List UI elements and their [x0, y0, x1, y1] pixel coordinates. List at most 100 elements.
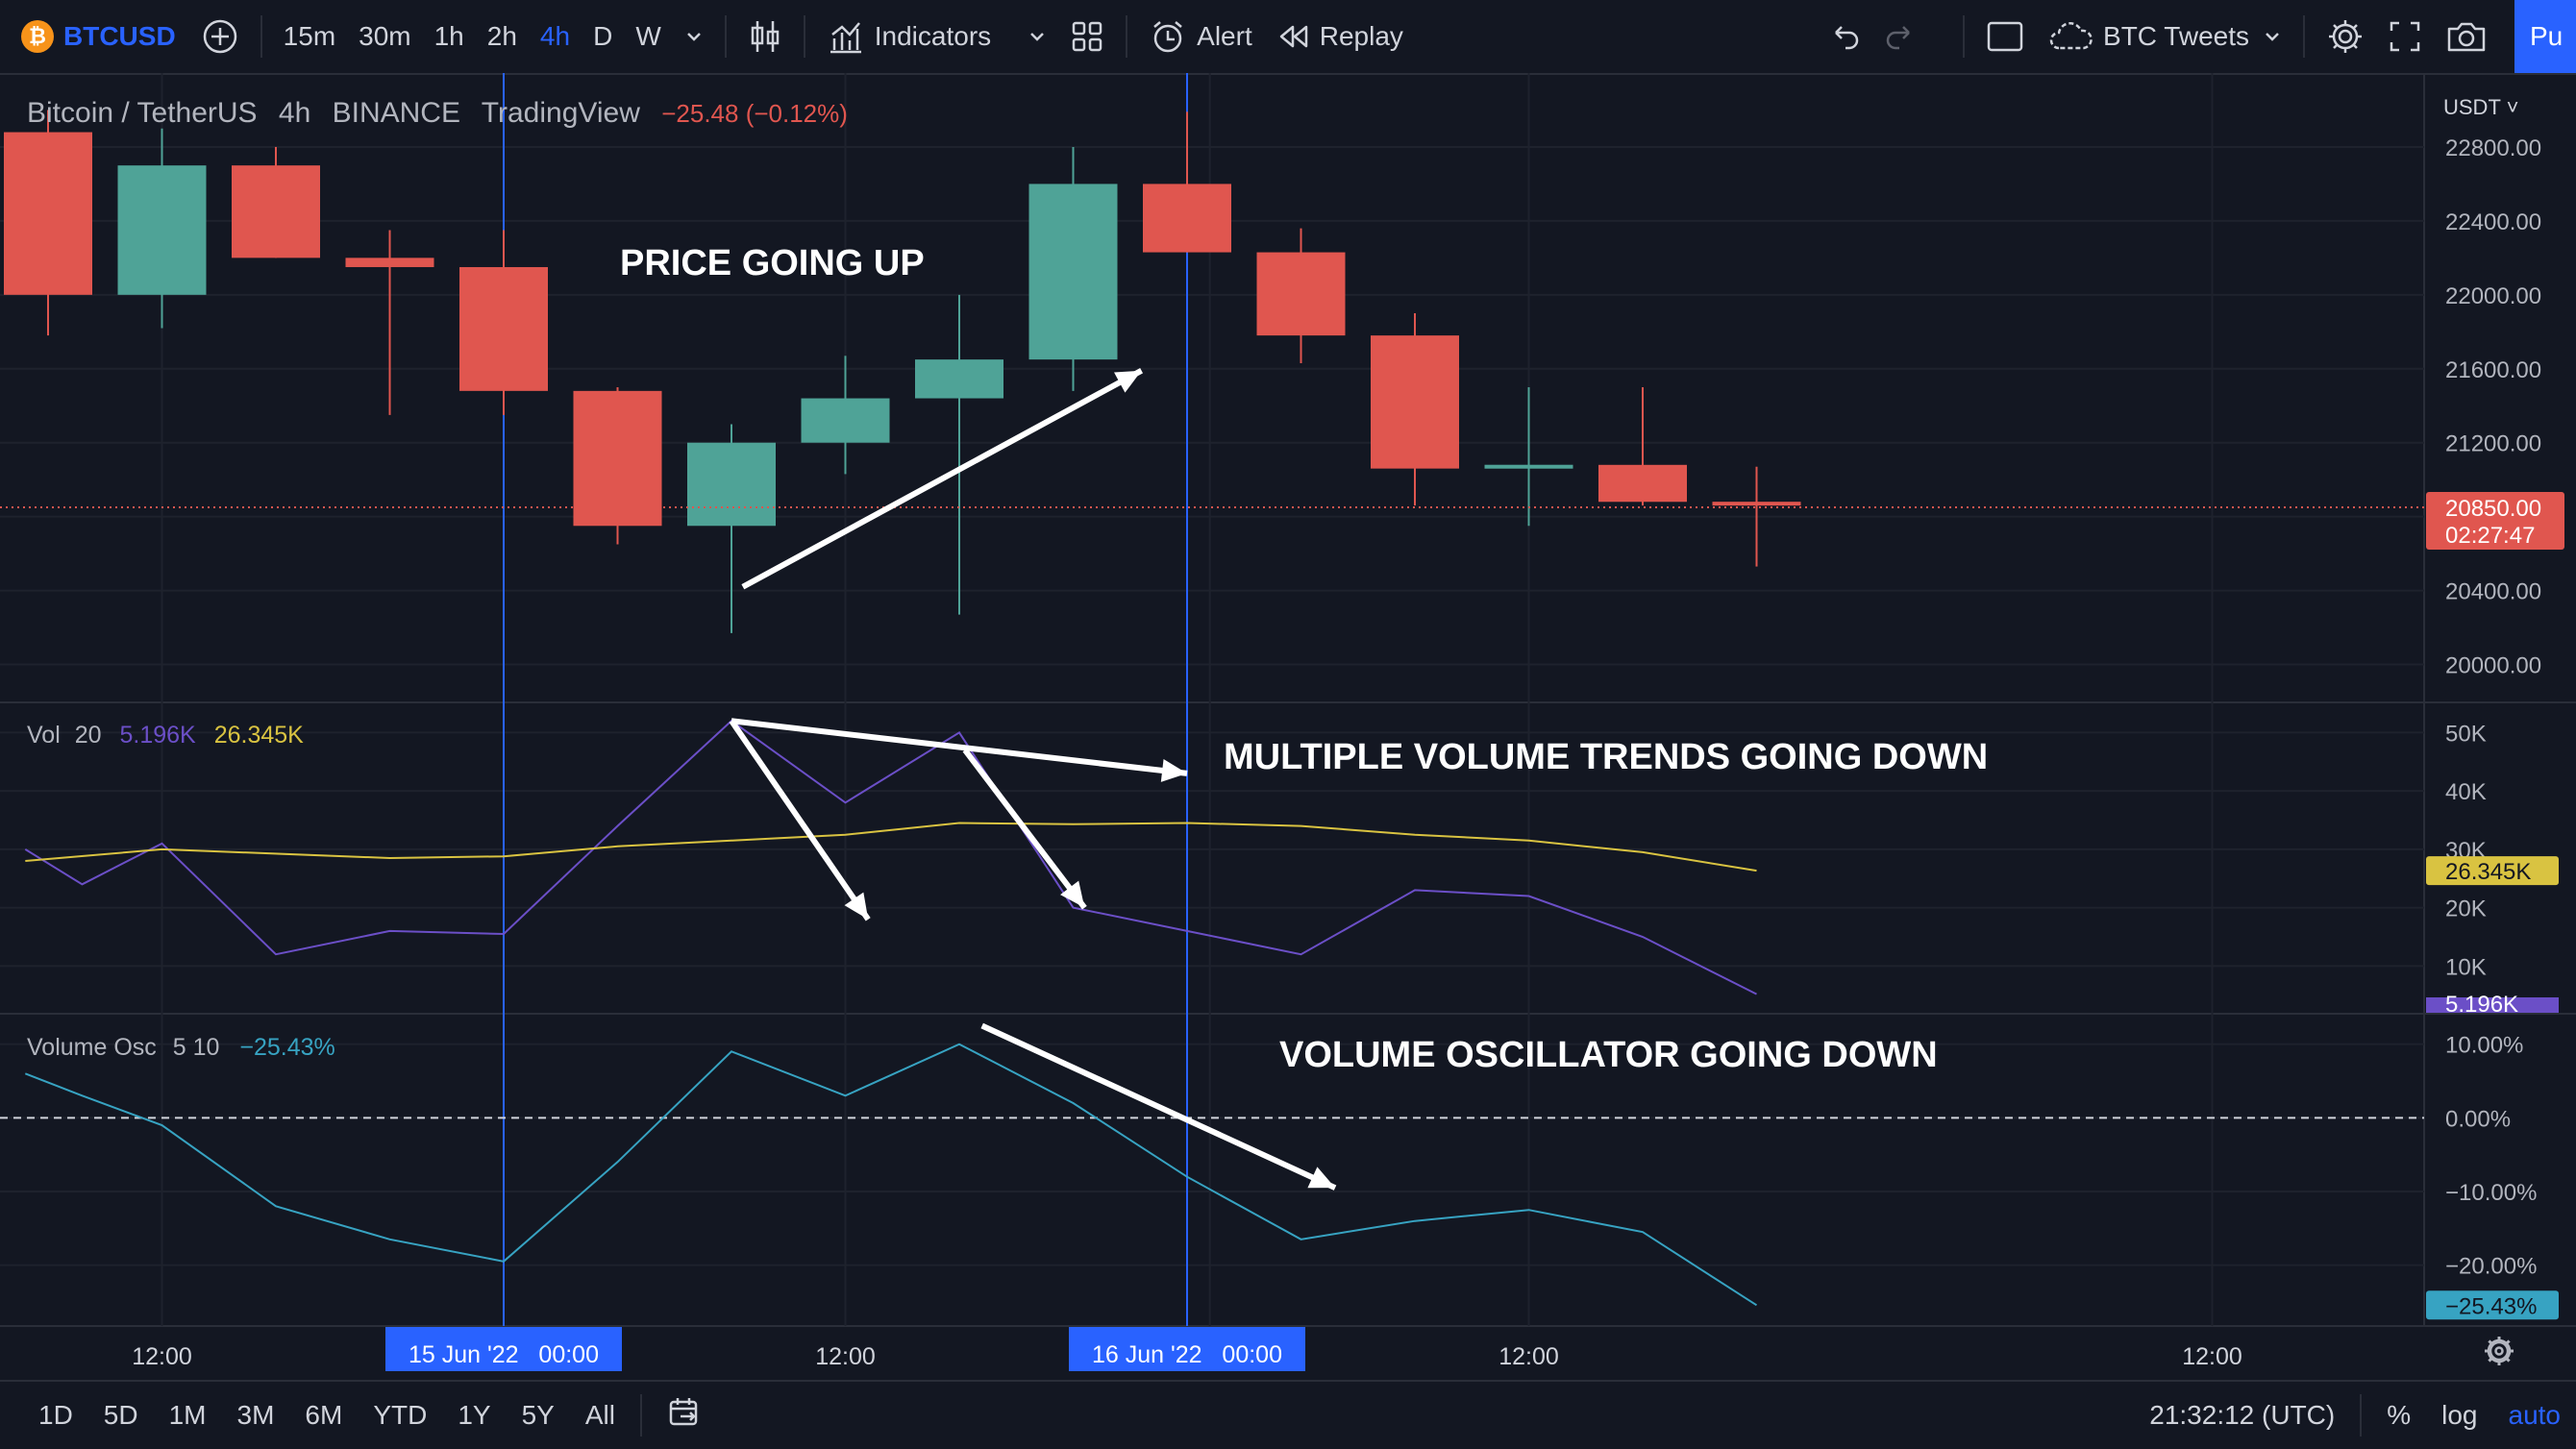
legend-source: TradingView [482, 97, 640, 129]
range-all[interactable]: All [570, 1400, 631, 1431]
price-axes[interactable]: 20000.0020400.0021200.0021600.0022000.00… [2426, 95, 2564, 1319]
osc-legend-name: Volume Osc [27, 1034, 157, 1061]
candle-body [459, 267, 548, 391]
annotation-osc-down[interactable]: VOLUME OSCILLATOR GOING DOWN [1279, 1035, 1938, 1075]
y-tick-label: 50K [2445, 721, 2487, 747]
annotation-volume-down[interactable]: MULTIPLE VOLUME TRENDS GOING DOWN [1224, 737, 1988, 777]
axis-settings-gear-icon[interactable] [2485, 1337, 2514, 1365]
snapshot-button[interactable] [2434, 0, 2499, 73]
y-tick-label: 21200.00 [2445, 431, 2541, 457]
candle-body [1371, 335, 1459, 468]
fullscreen-button[interactable] [2376, 0, 2434, 73]
auto-scale-toggle[interactable]: auto [2493, 1400, 2576, 1431]
alert-button[interactable]: Alert [1137, 0, 1264, 73]
osc-legend-params: 5 10 [173, 1034, 220, 1061]
chevron-down-icon [2263, 27, 2282, 46]
interval-d[interactable]: D [582, 0, 624, 73]
range-ytd[interactable]: YTD [358, 1400, 442, 1431]
time-tick-label: 12:00 [132, 1343, 192, 1370]
candle-body [346, 258, 434, 267]
divider [725, 15, 727, 58]
undo-icon [1826, 19, 1861, 54]
y-tick-label: 40K [2445, 779, 2487, 805]
calendar-arrow-icon [667, 1395, 702, 1430]
chart-area[interactable]: 20000.0020400.0021200.0021600.0022000.00… [0, 73, 2576, 1380]
range-5d[interactable]: 5D [88, 1400, 154, 1431]
currency-label[interactable]: USDT ˅ [2443, 95, 2518, 119]
redo-button[interactable] [1872, 0, 1930, 73]
y-tick-label: 20400.00 [2445, 579, 2541, 605]
interval-w[interactable]: W [624, 0, 672, 73]
candle-body [4, 133, 92, 295]
volume-ma-line [25, 823, 1756, 872]
time-tick-label: 12:00 [1499, 1343, 1559, 1370]
range-1y[interactable]: 1Y [442, 1400, 506, 1431]
indicators-button[interactable]: Indicators [815, 0, 1003, 73]
pair-name: Bitcoin / TetherUS [27, 97, 258, 129]
publish-button[interactable]: Pu [2514, 0, 2576, 73]
candles-icon [748, 17, 782, 56]
log-scale-toggle[interactable]: log [2426, 1400, 2492, 1431]
percent-scale-toggle[interactable]: % [2371, 1400, 2426, 1431]
gear-icon [2326, 17, 2365, 56]
arrow-shaft[interactable] [731, 721, 868, 920]
candle-body [915, 359, 1003, 398]
arrow-shaft[interactable] [965, 750, 1084, 908]
interval-1h[interactable]: 1h [423, 0, 476, 73]
price-pane [0, 110, 2424, 632]
candle-body [232, 165, 320, 258]
divider [1963, 15, 1965, 58]
divider [804, 15, 805, 58]
range-1d[interactable]: 1D [23, 1400, 88, 1431]
clock-time[interactable]: 21:32:12 (UTC) [2134, 1400, 2350, 1431]
candle-body [118, 165, 207, 295]
vol-last-label: 5.196K [2445, 992, 2518, 1018]
cloud-layout-label: BTC Tweets [2103, 21, 2249, 52]
vol-legend-length: 20 [75, 722, 102, 749]
interval-4h[interactable]: 4h [529, 0, 582, 73]
undo-button[interactable] [1815, 0, 1872, 73]
interval-dropdown-button[interactable] [673, 0, 715, 73]
cloud-layout-button[interactable]: BTC Tweets [2036, 0, 2293, 73]
last-price-label: 20850.00 [2445, 496, 2541, 522]
highlighted-time-label: 16 Jun '22 00:00 [1092, 1341, 1282, 1368]
candle-body [802, 399, 890, 443]
vol-legend-name: Vol [27, 722, 61, 749]
square-icon [1986, 19, 2024, 54]
interval-15m[interactable]: 15m [272, 0, 347, 73]
interval-30m[interactable]: 30m [347, 0, 422, 73]
indicators-label: Indicators [875, 21, 991, 52]
divider [640, 1394, 642, 1437]
symbol-search-button[interactable]: BTCUSD [63, 21, 176, 52]
alarm-clock-icon [1149, 17, 1187, 56]
layout-button[interactable] [1058, 0, 1116, 73]
arrow-shaft[interactable] [731, 721, 1187, 774]
arrow-head[interactable] [845, 893, 869, 920]
range-5y[interactable]: 5Y [507, 1400, 570, 1431]
rewind-icon [1276, 19, 1310, 54]
drawing-arrows[interactable] [731, 371, 1335, 1189]
range-3m[interactable]: 3M [222, 1400, 290, 1431]
y-tick-label: 21600.00 [2445, 357, 2541, 383]
candle-body [1598, 465, 1687, 502]
settings-button[interactable] [2315, 0, 2376, 73]
bottom-toolbar: 1D 5D 1M 3M 6M YTD 1Y 5Y All 21:32:12 (U… [0, 1380, 2576, 1449]
price-legend: Bitcoin / TetherUS 4h BINANCE TradingVie… [27, 97, 848, 129]
interval-2h[interactable]: 2h [476, 0, 529, 73]
vol-ma-last-label: 26.345K [2445, 859, 2531, 885]
plus-circle-icon [201, 17, 239, 56]
range-1m[interactable]: 1M [154, 1400, 222, 1431]
indicators-dropdown-button[interactable] [1016, 0, 1058, 73]
replay-button[interactable]: Replay [1264, 0, 1415, 73]
range-6m[interactable]: 6M [289, 1400, 358, 1431]
countdown-label: 02:27:47 [2445, 523, 2535, 549]
time-tick-label: 12:00 [815, 1343, 876, 1370]
fullscreen-toggle-button[interactable] [1974, 0, 2036, 73]
compare-add-button[interactable] [189, 0, 251, 73]
annotation-price-up[interactable]: PRICE GOING UP [620, 243, 925, 283]
goto-date-button[interactable] [652, 1395, 717, 1437]
chart-type-button[interactable] [736, 0, 794, 73]
volume-legend: Vol 20 5.196K 26.345K [27, 722, 304, 749]
replay-label: Replay [1320, 21, 1403, 52]
